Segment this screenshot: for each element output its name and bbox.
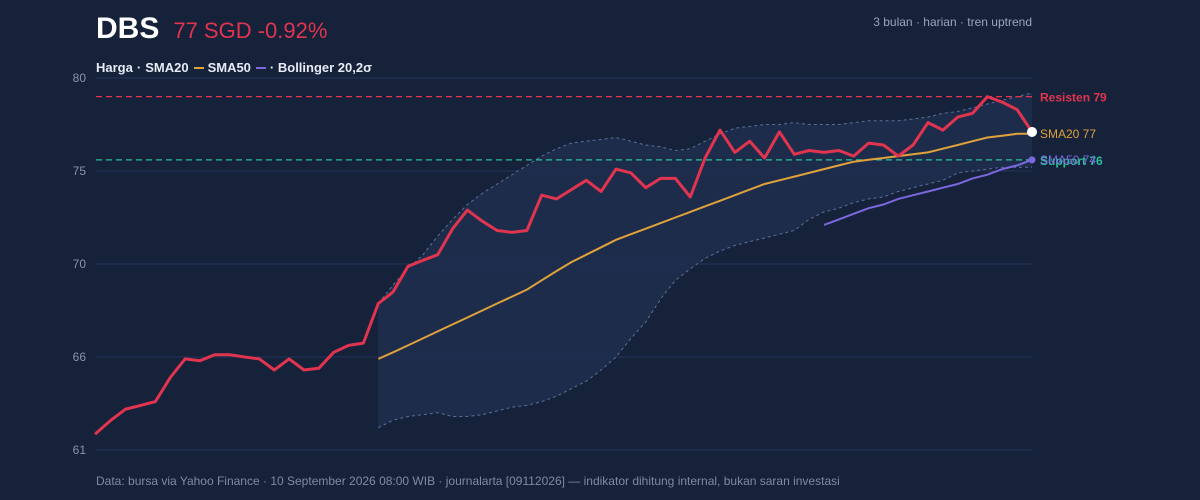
y-tick-label-61: 61 <box>73 443 87 457</box>
price-change: 77 SGD -0.92% <box>173 18 328 43</box>
y-tick-label-66: 66 <box>73 350 87 364</box>
bollinger-upper-line <box>377 92 1033 304</box>
resistance-label: Resisten 79 <box>1040 91 1107 105</box>
legend-bollinger: · Bollinger 20,2σ <box>269 60 373 75</box>
legend-sma20-swatch <box>193 66 204 69</box>
legend-sma20: SMA20 <box>145 60 189 75</box>
y-tick-label-70: 70 <box>73 257 87 271</box>
title-row: DBS 77 SGD -0.92% <box>96 12 327 46</box>
sma20-end-label: SMA20 77 <box>1040 127 1096 141</box>
price-line <box>94 95 1034 435</box>
legend-sma50-swatch <box>255 66 266 69</box>
chart-legend: Harga · SMA20 SMA50 · Bollinger 20,2σ <box>96 60 372 75</box>
y-tick-label-80: 80 <box>73 71 87 85</box>
legend-sma50: SMA50 <box>207 60 251 75</box>
bollinger-band-fill <box>378 92 1032 428</box>
legend-separator: · <box>136 60 142 75</box>
ticker-title: DBS <box>96 12 160 45</box>
sma20-line <box>377 132 1032 360</box>
legend-price: Harga <box>96 60 133 75</box>
sma50-line <box>823 158 1033 226</box>
price-end-marker <box>1027 126 1037 137</box>
y-tick-label-75: 75 <box>73 164 87 178</box>
support-label: Support 76 <box>1040 154 1103 168</box>
footer-note: Data: bursa via Yahoo Finance · 10 Septe… <box>96 474 840 488</box>
period-info: 3 bulan · harian · tren uptrend <box>873 15 1032 29</box>
sma50-end-label: SMA50 74 <box>1040 153 1096 167</box>
sma50-end-marker <box>1028 156 1036 164</box>
